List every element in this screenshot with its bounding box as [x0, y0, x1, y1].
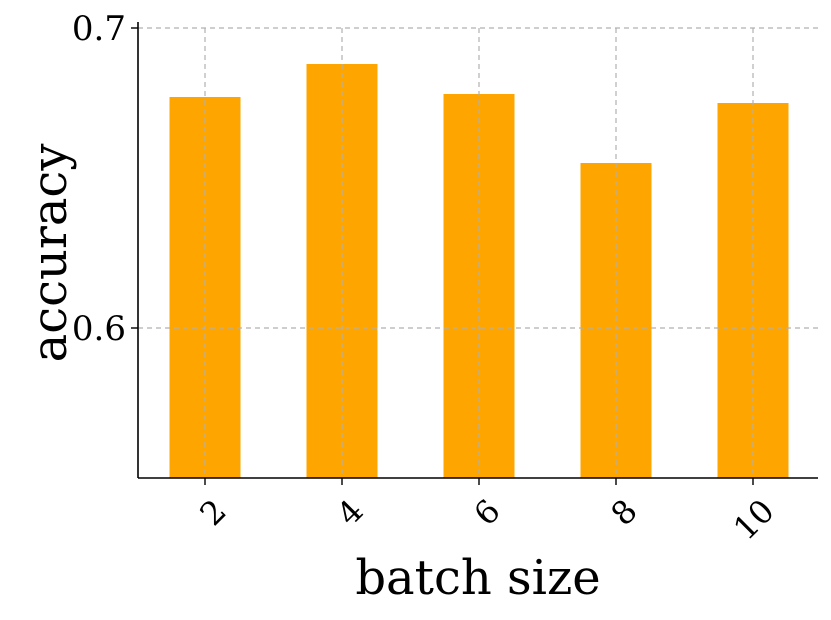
bar [443, 94, 515, 478]
x-tick-label: 6 [466, 492, 507, 533]
y-axis-label: accuracy [22, 144, 78, 363]
grid-layer [138, 27, 818, 478]
x-tick-label: 8 [603, 492, 644, 533]
bar [169, 97, 241, 478]
x-tick-label: 2 [192, 492, 233, 533]
axis-layer [137, 22, 818, 479]
y-tick-label: 0.7 [72, 9, 126, 49]
x-tick-label: 4 [329, 492, 370, 533]
x-tick-label: 10 [726, 492, 782, 548]
x-axis-label: batch size [355, 550, 600, 606]
y-tick-label: 0.6 [72, 309, 126, 349]
